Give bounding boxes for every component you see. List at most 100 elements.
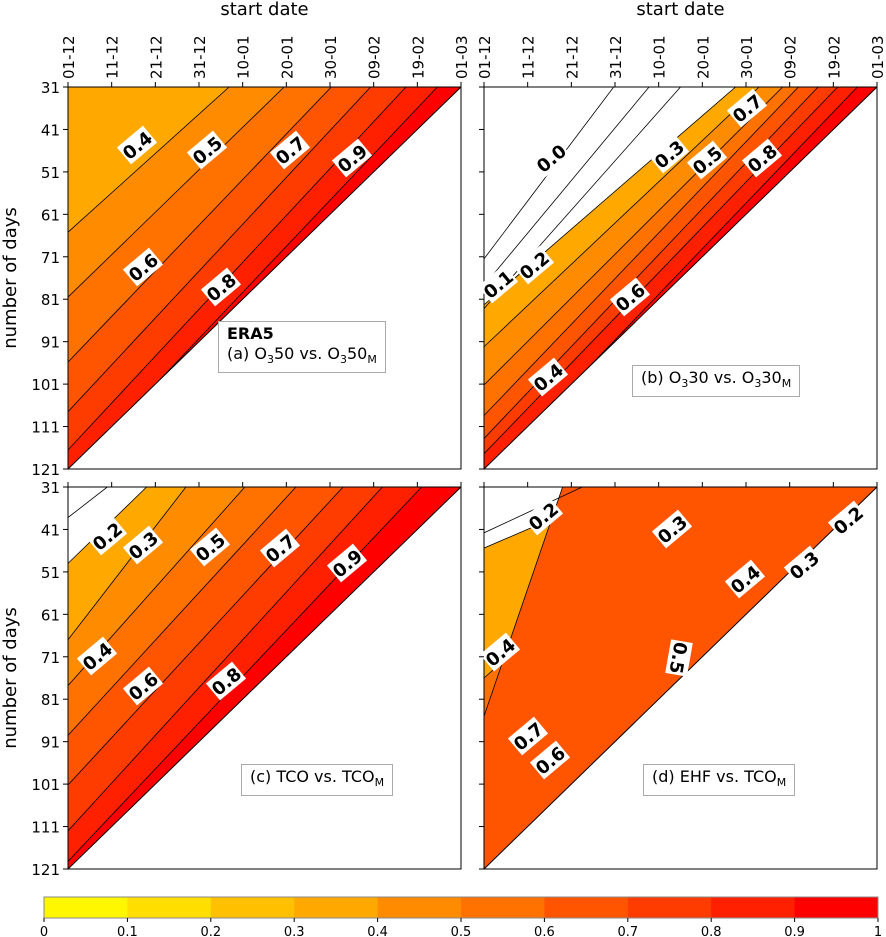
colorbar-tick-label: 0.1 — [117, 925, 138, 937]
caption-text: (a) O — [227, 344, 267, 363]
contour-label-bg — [259, 528, 301, 568]
contour-line — [68, 487, 108, 518]
colorbar-tick-label: 1 — [874, 925, 882, 937]
x-tick-label: 21-12 — [563, 35, 581, 79]
plot-border — [483, 86, 878, 470]
panel-a: 0.4 0.5 0.7 0.90.60.801-123111-124121-12513… — [0, 0, 471, 479]
contour-line — [484, 87, 681, 309]
y-tick-label: 51 — [41, 564, 60, 582]
colorbar-tick-label: 0.7 — [617, 925, 638, 937]
y-tick-label: 61 — [41, 206, 60, 224]
colorbar-segment — [127, 897, 212, 918]
colorbar-segment — [210, 897, 295, 918]
panel-caption: (d) EHF vs. TCOM — [652, 767, 786, 793]
y-tick-label: 71 — [41, 249, 60, 267]
contour-label-bg — [186, 130, 228, 170]
contour-label-bg — [86, 516, 128, 556]
panel-b: 0.0 0.3 0.50.70.80.10.20.40.601-12 11-12 21-… — [476, 0, 886, 470]
contour-label-bg — [513, 245, 555, 285]
y-tick-label: 41 — [41, 121, 60, 139]
colorbar-segment — [544, 897, 629, 918]
y-tick-label: 101 — [31, 376, 60, 394]
colorbar-segment — [294, 897, 379, 918]
x-tick-label: 09-02 — [782, 35, 800, 79]
y-tick-label: 121 — [31, 461, 60, 479]
subscript: M — [781, 377, 792, 391]
x-tick-label: 11-12 — [104, 35, 122, 79]
contour-label-bg — [116, 125, 158, 165]
plot-border — [67, 486, 462, 870]
y-tick-label: 91 — [41, 334, 60, 352]
caption-text: 30 vs. O — [688, 368, 755, 387]
panel-caption: (c) TCO vs. TCOM — [250, 767, 384, 793]
contour-label-bg — [726, 88, 768, 128]
caption-text: 30 — [761, 368, 782, 387]
diagonal-line — [67, 486, 462, 870]
contour-label-bg — [479, 632, 521, 672]
y-tick-label: 91 — [41, 734, 60, 752]
subscript: 3 — [754, 377, 762, 391]
colorbar-segment — [377, 897, 462, 918]
contour-line — [484, 487, 583, 534]
panel-caption: (a) O350 vs. O350M — [227, 344, 377, 370]
caption-text: (d) EHF vs. TCO — [652, 767, 777, 786]
contour-label-bg — [527, 357, 569, 397]
y-axis-title: number of days — [0, 607, 21, 749]
caption-text: 50 — [346, 344, 368, 363]
x-axis-title: start date — [220, 0, 308, 20]
panel-legend-a: ERA5 (a) O350 vs. O350M — [218, 321, 386, 374]
y-tick-label: 121 — [31, 861, 60, 879]
y-tick-label: 81 — [41, 291, 60, 309]
diagonal-line — [483, 86, 878, 470]
colorbar: 0 0.1 0.2 0.3 0.4 0.5 0.6 0.7 0.8 0.9 1 — [40, 896, 882, 937]
contour-label-bg — [269, 130, 311, 170]
colorbar-tick-label: 0.6 — [534, 925, 555, 937]
contour-label-bg — [529, 740, 571, 780]
y-axis-title: number of days — [0, 207, 21, 349]
contour-label-bg — [783, 545, 825, 585]
panel-legend-c: (c) TCO vs. TCOM — [241, 764, 394, 797]
contour-label-bg — [686, 140, 728, 180]
x-tick-label: 01-03 — [869, 35, 886, 79]
caption-text: 50 vs. O — [273, 344, 340, 363]
colorbar-segment — [44, 897, 128, 918]
plot-border — [483, 486, 878, 870]
contour-label-bg — [477, 264, 519, 304]
colorbar-tick-label: 0.4 — [367, 925, 388, 937]
colorbar-segment — [627, 897, 712, 918]
x-tick-label: 31-12 — [191, 35, 209, 79]
diagonal-line — [67, 86, 462, 470]
contour-label-bg — [122, 525, 164, 565]
caption-text: (b) O — [641, 368, 682, 387]
caption-text: (c) TCO vs. TCO — [250, 767, 375, 786]
x-tick-label: 01-03 — [453, 35, 471, 79]
y-tick-label: 61 — [41, 606, 60, 624]
y-tick-label: 31 — [41, 79, 60, 97]
x-tick-label: 20-01 — [278, 35, 296, 79]
y-tick-label: 51 — [41, 164, 60, 182]
colorbar-tick-label: 0 — [40, 925, 48, 937]
x-tick-label: 20-01 — [694, 35, 712, 79]
x-tick-label: 19-02 — [825, 35, 843, 79]
contour-label-bg — [507, 716, 549, 756]
contour-label-bg — [189, 527, 231, 567]
y-tick-label: 81 — [41, 691, 60, 709]
subscript: 3 — [266, 353, 274, 367]
subscript: 3 — [681, 377, 689, 391]
plot-border — [67, 86, 462, 470]
contour-line — [484, 87, 650, 286]
x-tick-label: 19-02 — [409, 35, 427, 79]
y-tick-label: 31 — [41, 479, 60, 497]
panel-c: 0.20.3 0.5 0.7 0.90.40.6 0.83141516171819110… — [0, 479, 462, 879]
x-tick-label: 30-01 — [738, 35, 756, 79]
x-tick-label: 21-12 — [147, 35, 165, 79]
subscript: 3 — [339, 353, 347, 367]
y-tick-label: 111 — [31, 419, 60, 437]
x-tick-label: 01-12 — [60, 35, 78, 79]
colorbar-tick-label: 0.3 — [284, 925, 305, 937]
y-tick-label: 71 — [41, 649, 60, 667]
contour-label-bg — [651, 509, 693, 549]
contour-label-bg — [205, 661, 247, 701]
